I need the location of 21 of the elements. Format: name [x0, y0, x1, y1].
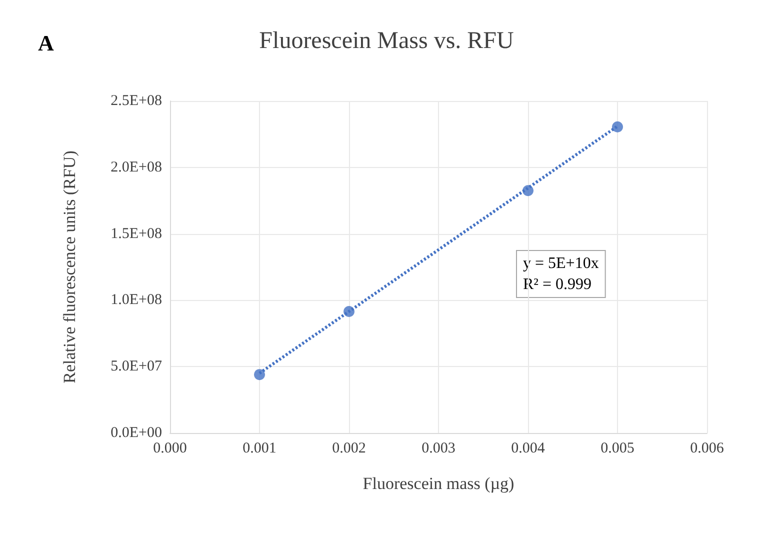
x-axis-title: Fluorescein mass (µg): [362, 474, 514, 493]
text: A: [38, 30, 54, 56]
y-axis-title: Relative fluorescence units (RFU): [60, 150, 79, 384]
x-tick-label: 0.004: [511, 440, 546, 456]
x-tick-label: 0.001: [242, 440, 276, 456]
y-tick-label: 0.0E+00: [110, 425, 162, 441]
y-tick-label: 2.0E+08: [110, 159, 162, 176]
x-tick-label: 0.003: [422, 440, 456, 456]
point: [254, 369, 265, 380]
y-tick-label: 1.5E+08: [110, 226, 162, 242]
point: [522, 185, 534, 196]
chart-title: Fluorescein Mass vs. RFU: [259, 28, 514, 54]
y-tick-label: 5.0E+07: [110, 358, 162, 375]
x-tick-label: 0.000: [153, 440, 187, 456]
y-tick-label: 2.5E+08: [110, 93, 162, 109]
x-tick-label: 0.002: [332, 440, 366, 456]
x-tick-label: 0.005: [600, 440, 634, 456]
point: [344, 306, 354, 317]
point: [612, 121, 623, 132]
y-tick-label: 1.0E+08: [110, 292, 162, 308]
x-tick-label: 0.006: [690, 440, 724, 456]
